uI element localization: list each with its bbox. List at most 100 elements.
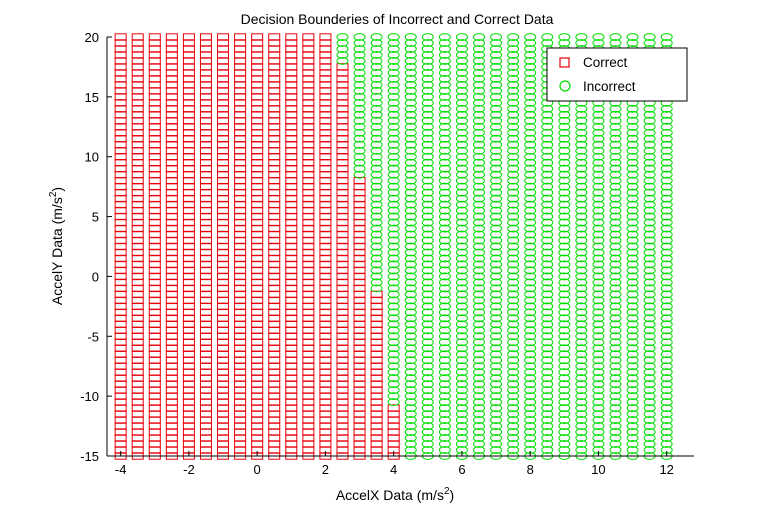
- data-point-incorrect: [455, 392, 468, 401]
- data-point-incorrect: [472, 422, 485, 430]
- data-point-correct: [234, 218, 247, 227]
- data-point-incorrect: [404, 57, 417, 65]
- data-point-correct: [131, 416, 144, 424]
- data-point-incorrect: [490, 128, 503, 137]
- data-point-incorrect: [472, 200, 485, 209]
- data-point-correct: [370, 320, 383, 329]
- data-point-incorrect: [592, 332, 605, 341]
- data-point-incorrect: [524, 122, 537, 131]
- data-point-incorrect: [507, 422, 520, 430]
- data-point-correct: [217, 51, 230, 59]
- data-point-correct: [165, 69, 178, 77]
- data-point-correct: [251, 176, 264, 185]
- data-point-incorrect: [455, 380, 468, 389]
- data-point-incorrect: [490, 392, 503, 401]
- data-point-correct: [285, 206, 298, 215]
- data-point-incorrect: [524, 92, 537, 101]
- data-point-incorrect: [558, 104, 571, 113]
- data-point-incorrect: [472, 248, 485, 257]
- data-point-correct: [148, 338, 161, 346]
- data-point-correct: [131, 380, 144, 388]
- data-point-correct: [251, 236, 264, 245]
- data-point-incorrect: [558, 272, 571, 281]
- data-point-incorrect: [438, 290, 451, 299]
- data-point-correct: [302, 87, 315, 95]
- data-point-correct: [182, 230, 195, 239]
- data-point-correct: [302, 236, 315, 245]
- data-point-incorrect: [421, 212, 434, 221]
- data-point-correct: [251, 39, 264, 47]
- data-point-incorrect: [370, 242, 383, 251]
- data-point-incorrect: [455, 224, 468, 233]
- data-point-incorrect: [541, 338, 554, 347]
- data-point-incorrect: [660, 140, 673, 149]
- data-point-incorrect: [370, 182, 383, 191]
- data-point-correct: [251, 105, 264, 113]
- data-point-correct: [148, 182, 161, 191]
- data-point-incorrect: [370, 260, 383, 269]
- data-point-correct: [217, 398, 230, 406]
- data-point-incorrect: [575, 182, 588, 191]
- data-point-correct: [285, 356, 298, 364]
- data-point-correct: [370, 296, 383, 305]
- data-point-correct: [182, 380, 195, 388]
- data-point-correct: [319, 356, 332, 364]
- data-point-incorrect: [524, 182, 537, 191]
- data-point-correct: [199, 266, 212, 275]
- data-point-incorrect: [541, 194, 554, 203]
- data-point-correct: [131, 200, 144, 209]
- data-point-incorrect: [404, 110, 417, 119]
- data-point-incorrect: [609, 356, 622, 365]
- data-point-correct: [285, 302, 298, 311]
- data-point-correct: [165, 260, 178, 269]
- data-point-incorrect: [404, 260, 417, 269]
- data-point-correct: [302, 194, 315, 203]
- data-point-incorrect: [370, 170, 383, 179]
- data-point-correct: [131, 176, 144, 185]
- data-point-incorrect: [558, 302, 571, 311]
- data-point-incorrect: [609, 212, 622, 221]
- data-point-incorrect: [421, 242, 434, 251]
- data-point-incorrect: [455, 69, 468, 77]
- data-point-correct: [199, 123, 212, 131]
- data-point-incorrect: [609, 254, 622, 263]
- data-point-correct: [234, 332, 247, 340]
- data-point-correct: [285, 392, 298, 400]
- data-point-correct: [302, 314, 315, 323]
- data-point-incorrect: [507, 356, 520, 365]
- data-point-correct: [387, 434, 400, 442]
- data-point-incorrect: [387, 338, 400, 347]
- data-point-correct: [114, 147, 127, 155]
- data-point-correct: [217, 386, 230, 394]
- data-point-incorrect: [370, 104, 383, 113]
- data-point-incorrect: [524, 278, 537, 287]
- data-point-incorrect: [660, 254, 673, 263]
- data-point-correct: [302, 434, 315, 442]
- data-point-correct: [268, 290, 281, 299]
- data-point-correct: [268, 218, 281, 227]
- data-point-incorrect: [609, 434, 622, 442]
- data-point-correct: [302, 99, 315, 107]
- data-point-incorrect: [660, 422, 673, 430]
- data-point-incorrect: [387, 326, 400, 335]
- data-point-correct: [199, 392, 212, 400]
- data-point-correct: [285, 93, 298, 101]
- data-point-correct: [251, 272, 264, 281]
- data-point-correct: [268, 398, 281, 406]
- data-point-correct: [302, 206, 315, 215]
- y-tick-label: -15: [80, 449, 99, 464]
- data-point-incorrect: [421, 63, 434, 71]
- data-point-incorrect: [438, 39, 451, 47]
- data-point-correct: [217, 362, 230, 370]
- data-point-correct: [165, 117, 178, 125]
- data-point-incorrect: [421, 200, 434, 209]
- data-point-incorrect: [609, 260, 622, 269]
- data-point-correct: [148, 422, 161, 430]
- data-point-correct: [285, 212, 298, 221]
- data-point-incorrect: [626, 290, 639, 299]
- data-point-incorrect: [472, 188, 485, 197]
- data-point-correct: [353, 422, 366, 430]
- data-point-incorrect: [524, 158, 537, 167]
- data-point-incorrect: [387, 254, 400, 263]
- data-point-incorrect: [558, 284, 571, 293]
